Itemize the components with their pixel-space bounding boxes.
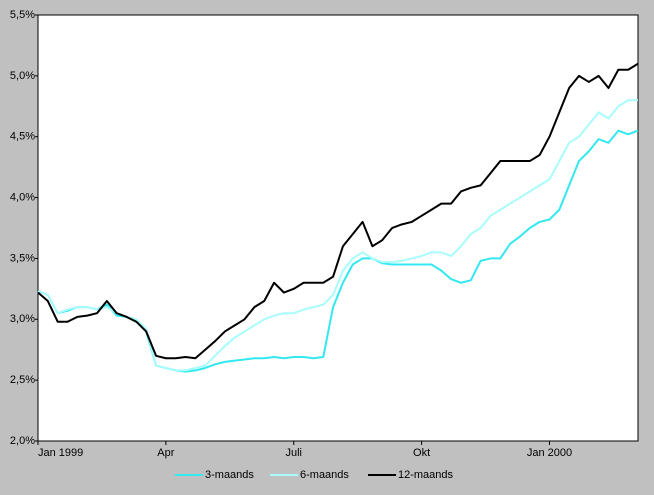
x-tick-label: Apr <box>157 447 174 459</box>
series-line <box>37 99 638 372</box>
series-line <box>37 62 639 360</box>
y-tick-label: 4,5% <box>10 131 35 143</box>
y-tick-label: 2,5% <box>10 374 35 386</box>
plot-area <box>37 14 639 442</box>
x-tick-label: Jan 2000 <box>527 447 572 459</box>
legend-label: 3-maands <box>205 469 254 481</box>
y-tick-label: 2,0% <box>10 435 35 447</box>
x-tick-label: Jan 1999 <box>38 447 83 459</box>
y-tick-label: 3,5% <box>10 252 35 264</box>
x-tick-label: Juli <box>285 447 302 459</box>
y-tick-label: 5,5% <box>10 9 35 21</box>
y-tick-label: 3,0% <box>10 313 35 325</box>
legend-label: 12-maands <box>398 469 454 481</box>
y-tick-label: 5,0% <box>10 70 35 82</box>
legend-label: 6-maands <box>300 469 349 481</box>
y-tick-label: 4,0% <box>10 191 35 203</box>
x-tick-label: Okt <box>413 447 430 459</box>
